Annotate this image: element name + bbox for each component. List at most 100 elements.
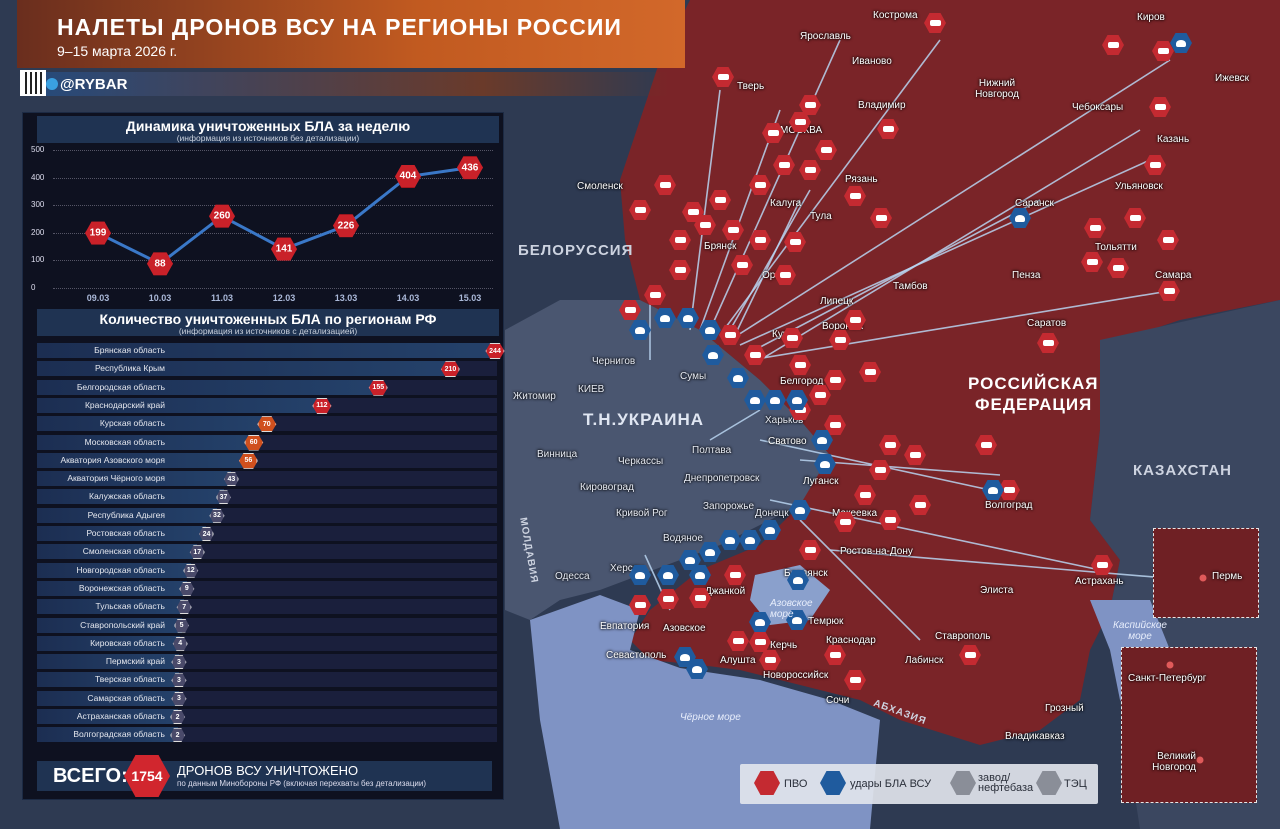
legend-strike: удары БЛА ВСУ	[850, 778, 932, 790]
pvo-marker-icon	[689, 588, 711, 608]
city-chernigov: Чернигов	[592, 356, 636, 367]
bar	[37, 361, 451, 377]
pvo-marker-icon	[975, 435, 997, 455]
bar-value: 9	[179, 581, 195, 596]
bar-label: Краснодарский край	[84, 399, 165, 410]
russia-territory	[620, 0, 1280, 745]
pvo-marker-icon	[998, 480, 1020, 500]
city-krivoyrog: Кривой Рог	[616, 508, 668, 519]
city-stavropol: Ставрополь	[935, 631, 991, 642]
drone-strike-icon	[820, 771, 846, 795]
drone-route-arrow	[709, 39, 841, 331]
country-ukraine: Т.Н.УКРАИНА	[583, 410, 705, 429]
x-tick: 09.03	[86, 293, 110, 303]
y-tick: 500	[31, 145, 45, 154]
bar-chart-title: Количество уничтоженных БЛА по регионам …	[99, 311, 437, 327]
drone-strike-marker-icon	[786, 390, 808, 410]
bar-value: 3	[171, 691, 187, 706]
pvo-marker-icon	[1158, 281, 1180, 301]
bar-value: 12	[183, 563, 199, 578]
pvo-marker-icon	[773, 155, 795, 175]
pvo-marker-icon	[657, 589, 679, 609]
bar-value: 24	[198, 527, 214, 541]
pvo-marker-icon	[789, 112, 811, 132]
city-ulyanovsk: Ульяновск	[1115, 181, 1163, 192]
city-tver: Тверь	[737, 81, 765, 92]
pvo-marker-icon	[799, 160, 821, 180]
drone-route-arrow	[734, 199, 801, 336]
drone-strike-marker-icon	[689, 565, 711, 585]
city-kerch: Керчь	[770, 640, 798, 651]
bar-label: Республика Адыгея	[87, 509, 165, 520]
drone-strike-marker-icon	[759, 520, 781, 540]
x-tick: 11.03	[210, 293, 234, 303]
pvo-marker-icon	[909, 495, 931, 515]
channel-handle[interactable]: @RYBAR	[60, 76, 128, 93]
bar	[37, 727, 178, 743]
city-belgorod: Белгород	[780, 376, 824, 387]
bar-value: 60	[244, 434, 264, 451]
drone-route-arrow	[769, 499, 1101, 571]
bar-row: Республика Адыгея 32	[37, 507, 497, 523]
bar-label: Акватория Азовского моря	[60, 454, 165, 465]
bar	[37, 709, 178, 724]
city-vodyanoe: Водяное	[663, 533, 703, 544]
pvo-marker-icon	[619, 300, 641, 320]
drone-strike-marker-icon	[982, 480, 1004, 500]
city-volgograd: Волгоград	[985, 500, 1033, 511]
drone-strike-marker-icon	[744, 390, 766, 410]
city-sochi: Сочи	[826, 695, 850, 706]
bar-row: Смоленская область 17	[37, 544, 497, 560]
y-tick: 100	[31, 255, 45, 265]
drone-route-arrow	[799, 519, 921, 641]
city-poltava: Полтава	[692, 445, 732, 456]
bar-value: 2	[170, 710, 186, 724]
bar-label: Астраханская область	[76, 711, 165, 721]
factory-icon	[950, 771, 976, 795]
city-tambov: Тамбов	[893, 281, 928, 292]
data-point: 404	[395, 164, 421, 188]
city-kaluga: Калуга	[770, 198, 802, 209]
country-russia-line2: ФЕДЕРАЦИЯ	[975, 395, 1093, 414]
qr-code[interactable]	[20, 70, 46, 96]
legend-factory: завод/ нефтебаза	[978, 772, 1034, 794]
city-lipetsk: Липецк	[820, 296, 854, 307]
drone-strike-marker-icon	[1009, 208, 1031, 228]
city-bryansk: Брянск	[704, 241, 737, 252]
drone-strike-marker-icon	[1170, 33, 1192, 53]
city-kirov: Киров	[1137, 12, 1165, 23]
pvo-marker-icon	[1091, 555, 1113, 575]
drone-route-arrow	[749, 289, 1176, 361]
inset-perm: Пермь	[1153, 528, 1259, 618]
pvo-marker-icon	[870, 208, 892, 228]
bar-chart-header: Количество уничтоженных БЛА по регионам …	[37, 309, 499, 336]
city-dzhankoy: Джанкой	[705, 586, 746, 597]
city-kostroma: Кострома	[873, 10, 918, 21]
drone-route-arrow	[709, 409, 761, 441]
bar-value: 32	[209, 508, 225, 523]
city-tolyatti: Тольятти	[1095, 242, 1137, 253]
sea-caspian: Каспийское море	[1113, 620, 1167, 642]
city-samara: Самара	[1155, 270, 1192, 281]
bar	[37, 397, 322, 413]
pvo-marker-icon	[879, 435, 901, 455]
pvo-marker-icon	[869, 460, 891, 480]
header-banner: НАЛЕТЫ ДРОНОВ ВСУ НА РЕГИОНЫ РОССИИ 9–15…	[17, 0, 685, 68]
drone-strike-marker-icon	[702, 345, 724, 365]
bar-value: 17	[189, 545, 205, 560]
pvo-marker-icon	[749, 175, 771, 195]
pvo-marker-icon	[809, 385, 831, 405]
bar-row: Кировская область 4	[37, 635, 497, 651]
y-tick: 400	[31, 172, 45, 182]
pvo-marker-icon	[774, 265, 796, 285]
bar-label: Смоленская область	[82, 546, 165, 557]
bar	[37, 599, 185, 615]
bar-row: Астраханская область 2	[37, 709, 497, 724]
data-point: 226	[333, 214, 359, 238]
city-sevastopol: Севастополь	[606, 650, 667, 661]
pvo-marker-icon	[719, 325, 741, 345]
bar-value: 37	[216, 490, 232, 505]
bar-value: 70	[257, 416, 277, 433]
data-point: 141	[271, 237, 297, 261]
bar	[37, 379, 379, 395]
